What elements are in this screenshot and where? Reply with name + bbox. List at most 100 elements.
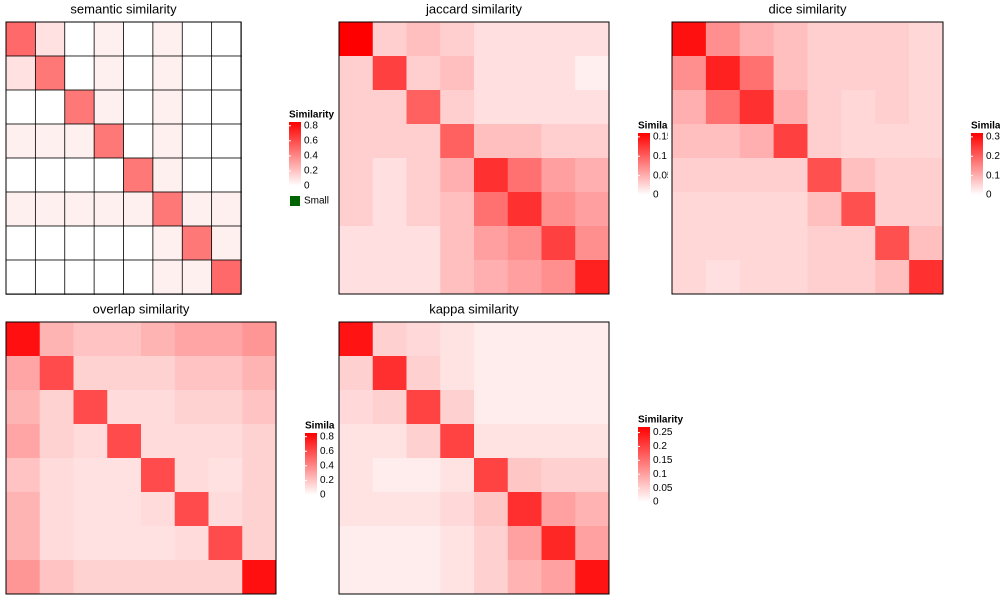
legend-tick-label: 0.15	[653, 455, 673, 466]
heatmap-cell	[123, 21, 154, 57]
heatmap-cell	[174, 322, 209, 357]
heatmap-cell	[672, 260, 707, 295]
heatmap-cell	[211, 55, 242, 91]
heatmap-cell	[208, 322, 243, 357]
heatmap-cell	[507, 526, 542, 561]
heatmap-cell	[773, 158, 808, 193]
heatmap-cell	[34, 157, 66, 193]
heatmap-cell	[541, 22, 576, 57]
heatmap-cell	[541, 90, 576, 125]
heatmap-cell	[123, 123, 154, 159]
heatmap-cell	[39, 560, 74, 595]
panel-title: kappa similarity	[429, 301, 519, 316]
legend-tick-label: 0	[304, 181, 310, 192]
heatmap-cell	[575, 124, 610, 159]
heatmap-cell	[541, 526, 576, 561]
heatmap-cell	[152, 89, 183, 125]
heatmap-cell	[181, 259, 213, 295]
heatmap-cell	[34, 259, 66, 295]
heatmap-cell	[93, 89, 125, 125]
legend-swatch	[290, 196, 300, 206]
heatmap-border	[338, 21, 610, 295]
heatmap-cell	[339, 356, 374, 391]
heatmap-cell	[406, 424, 441, 459]
heatmap-cell	[909, 226, 944, 261]
heatmap-cell	[5, 89, 37, 125]
heatmap-cell	[141, 526, 176, 561]
heatmap-cell	[474, 124, 509, 159]
heatmap-cell	[507, 322, 542, 357]
heatmap-cell	[807, 158, 842, 193]
heatmap-cell	[841, 226, 876, 261]
heatmap-cell	[739, 56, 774, 91]
heatmap-cell	[339, 22, 374, 57]
heatmap-cell	[406, 390, 441, 425]
heatmap-cell	[242, 458, 277, 493]
heatmap-cell	[141, 492, 176, 527]
heatmap-cell	[181, 157, 213, 193]
heatmap-cell	[507, 226, 542, 261]
heatmap-cell	[174, 526, 209, 561]
heatmap-cell	[541, 390, 576, 425]
heatmap-cell	[93, 259, 125, 295]
heatmap-cell	[440, 260, 475, 295]
heatmap-cell	[174, 356, 209, 391]
heatmap-cell	[875, 22, 910, 57]
heatmap-cell	[174, 424, 209, 459]
legend-tick-label: 0.2	[653, 441, 667, 452]
heatmap-cell	[841, 124, 876, 159]
color-bar	[289, 122, 301, 186]
heatmap-cell	[507, 56, 542, 91]
heatmap-cell	[507, 560, 542, 595]
legend-tick-label: 0.8	[304, 120, 318, 131]
heatmap-cell	[372, 192, 407, 227]
heatmap-cell	[208, 390, 243, 425]
heatmap-cell	[339, 56, 374, 91]
legend-tick-label: 0	[653, 190, 659, 201]
panel-title: jaccard similarity	[425, 1, 523, 16]
legend-title: Similarity	[971, 121, 1000, 132]
heatmap-cell	[64, 225, 95, 261]
legend-title: Similarity	[638, 121, 683, 132]
legend-tick-label: 0.15	[653, 132, 673, 143]
heatmap-cell	[507, 192, 542, 227]
heatmap-cell	[73, 322, 108, 357]
heatmap-cell	[107, 322, 142, 357]
heatmap-cell	[339, 458, 374, 493]
heatmap-cell	[406, 492, 441, 527]
heatmap-cell	[107, 390, 142, 425]
heatmap-cell	[73, 356, 108, 391]
heatmap-cell	[242, 492, 277, 527]
heatmap-cell	[909, 124, 944, 159]
heatmap-cell	[672, 56, 707, 91]
heatmap-cell	[507, 260, 542, 295]
heatmap-cell	[909, 158, 944, 193]
heatmap-cell	[705, 192, 741, 227]
legend-tick-label: 0.05	[653, 170, 673, 181]
heatmap-cell	[34, 21, 66, 57]
heatmap-cell	[672, 22, 707, 57]
heatmap-cell	[242, 322, 277, 357]
legend-label: Small	[304, 196, 329, 207]
heatmap-cell	[107, 424, 142, 459]
heatmap-cell	[507, 90, 542, 125]
heatmap-cell	[875, 124, 910, 159]
heatmap-cell	[372, 424, 407, 459]
heatmap-cell	[6, 424, 41, 459]
heatmap-border	[338, 321, 610, 595]
heatmap-cell	[507, 424, 542, 459]
heatmap-cell	[474, 226, 509, 261]
heatmap-cell	[773, 56, 808, 91]
heatmap-cell	[841, 260, 876, 295]
heatmap-cell	[5, 259, 37, 295]
heatmap-cell	[242, 424, 277, 459]
heatmap-cell	[73, 526, 108, 561]
heatmap-cell	[575, 260, 610, 295]
heatmap-cell	[773, 124, 808, 159]
heatmap-cell	[6, 526, 41, 561]
heatmap-cell	[507, 458, 542, 493]
heatmap-cell	[64, 157, 95, 193]
